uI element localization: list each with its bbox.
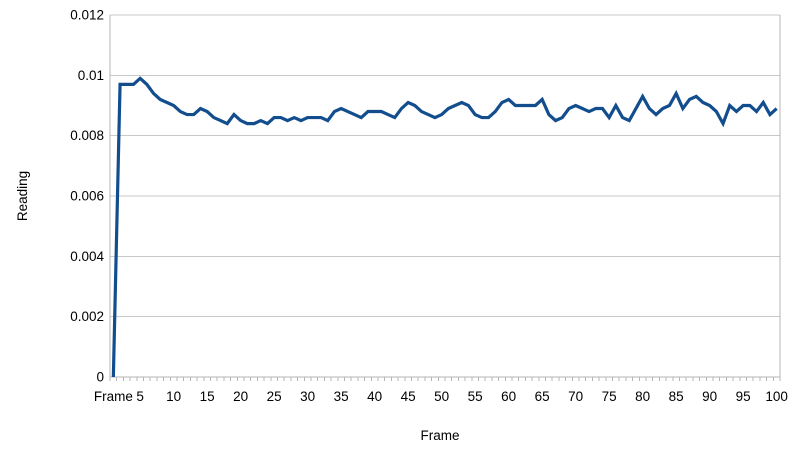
x-tick-label: Frame: [94, 389, 133, 404]
x-tick-label: 50: [434, 389, 449, 404]
x-tick-label: 45: [401, 389, 416, 404]
y-tick-label: 0: [96, 370, 104, 385]
gridlines: [110, 14, 780, 318]
y-axis-tick-labels: 0 0.002 0.004 0.006 0.008 0.01 0.012: [70, 8, 104, 385]
x-tick-label: 80: [635, 389, 650, 404]
data-series-line: [111, 76, 778, 378]
y-tick-label: 0.008: [70, 128, 104, 143]
x-tick-label: 5: [136, 389, 144, 404]
x-tick-label: 90: [702, 389, 717, 404]
x-tick-label: 85: [669, 389, 684, 404]
x-axis-tick-labels: Frame 5 10 15 20 25 30 35 40 45 50 55 60 65 70 75 80 85 90…: [94, 389, 788, 404]
x-tick-label: 55: [468, 389, 483, 404]
x-tick-label: 15: [200, 389, 215, 404]
x-tick-label: 10: [166, 389, 181, 404]
y-tick-label: 0.006: [70, 189, 104, 204]
x-tick-label: 60: [501, 389, 516, 404]
x-tick-label: 25: [267, 389, 282, 404]
y-tick-label: 0.01: [78, 68, 104, 83]
x-tick-label: 35: [334, 389, 349, 404]
x-tick-label: 65: [535, 389, 550, 404]
x-tick-label: 40: [367, 389, 382, 404]
x-tick-label: 70: [568, 389, 583, 404]
x-axis-title: Frame: [420, 428, 459, 443]
x-tick-label: 20: [233, 389, 248, 404]
y-tick-label: 0.002: [70, 309, 104, 324]
x-tick-label: 100: [765, 389, 788, 404]
y-tick-label: 0.012: [70, 8, 104, 23]
y-axis-title: Reading: [15, 171, 30, 221]
x-tick-label: 30: [300, 389, 315, 404]
axis-tick-marks: [109, 377, 781, 381]
y-tick-label: 0.004: [70, 249, 104, 264]
x-tick-label: 75: [602, 389, 617, 404]
x-tick-label: 95: [736, 389, 751, 404]
